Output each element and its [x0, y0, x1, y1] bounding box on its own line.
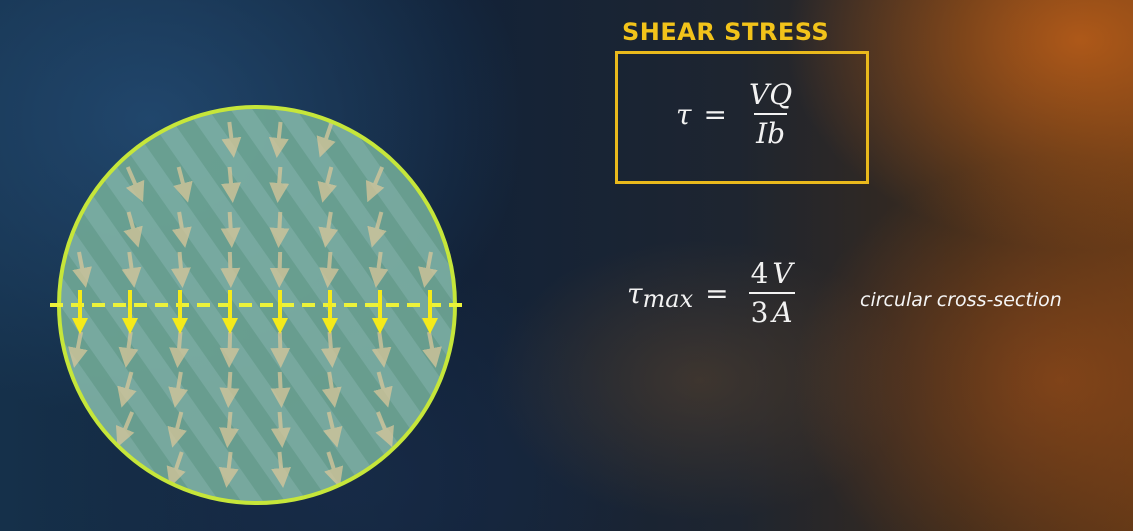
- shear-flow-arrow: [218, 451, 239, 488]
- tau-symbol: τ: [676, 97, 692, 131]
- shear-flow-arrow: [371, 331, 392, 368]
- shear-flow-arrow: [72, 251, 92, 288]
- shear-flow-arrow: [268, 121, 289, 158]
- shear-flow-arrow: [221, 166, 241, 203]
- shear-flow-arrow: [171, 211, 192, 248]
- shear-stress-formula: τ = VQ Ib: [676, 78, 794, 150]
- numerator: VQ: [748, 78, 793, 111]
- shear-flow-arrow: [373, 371, 393, 408]
- shear-flow-arrow: [219, 331, 240, 368]
- cross-section-fill: [59, 107, 455, 503]
- denominator-a: A: [770, 292, 795, 329]
- shear-flow-arrow: [269, 166, 290, 203]
- shear-flow-arrow: [368, 251, 389, 288]
- shear-flow-arrow: [125, 166, 145, 203]
- formula-box: [615, 51, 869, 184]
- shear-flow-arrow: [321, 371, 342, 408]
- fraction-constant: 4 3: [748, 257, 771, 329]
- shear-flow-arrow: [316, 121, 336, 158]
- shear-flow-arrow: [118, 331, 139, 368]
- shear-flow-arrow: [367, 211, 387, 248]
- equals-sign: =: [705, 276, 729, 310]
- shear-flow-arrow: [418, 251, 438, 288]
- shear-flow-arrow: [117, 371, 137, 408]
- shear-flow-arrow: [219, 411, 239, 448]
- shear-flow-arrows: [68, 121, 442, 488]
- shear-flow-arrow: [168, 371, 189, 408]
- max-shear-arrows: [72, 290, 438, 334]
- shear-flow-arrow: [220, 211, 241, 248]
- shear-flow-arrow: [365, 166, 385, 203]
- max-shear-formula: τ max = 4 3 V A: [627, 257, 795, 329]
- fraction: VQ Ib: [747, 78, 794, 150]
- shear-flow-arrow: [269, 211, 290, 248]
- shear-flow-arrow: [169, 331, 190, 368]
- equals-sign: =: [703, 97, 727, 131]
- shear-flow-arrow: [422, 331, 442, 368]
- shear-flow-arrow: [269, 251, 290, 288]
- shear-flow-arrow: [121, 251, 142, 288]
- fraction-pair: 4 3 V A: [748, 257, 795, 329]
- shear-flow-arrow: [320, 331, 341, 368]
- shear-flow-arrow: [375, 411, 394, 448]
- shear-flow-arrow: [317, 166, 337, 203]
- denominator-3: 3: [748, 292, 771, 329]
- tau-symbol: τ: [627, 276, 643, 310]
- shear-flow-arrow: [219, 371, 240, 408]
- shear-flow-arrow: [319, 251, 340, 288]
- shear-flow-arrow: [270, 371, 291, 408]
- shear-flow-arrow: [68, 331, 88, 368]
- numerator-4: 4: [750, 257, 769, 290]
- fraction-variable: V A: [770, 257, 795, 329]
- shear-flow-arrow: [221, 121, 242, 158]
- shear-flow-arrow: [271, 451, 292, 488]
- max-subscript: max: [642, 285, 694, 313]
- shear-flow-arrow: [270, 411, 291, 448]
- shear-flow-arrow: [322, 411, 343, 448]
- shear-flow-arrow: [115, 411, 135, 448]
- shear-flow-arrow: [173, 166, 193, 203]
- shear-flow-arrow: [123, 211, 143, 248]
- cross-section-note: circular cross-section: [860, 289, 1062, 311]
- title: SHEAR STRESS: [622, 18, 830, 46]
- shear-flow-arrow: [270, 331, 291, 368]
- shear-flow-arrow: [318, 211, 339, 248]
- shear-flow-arrow: [324, 451, 344, 488]
- shear-flow-arrow: [167, 411, 187, 448]
- numerator-v: V: [772, 257, 793, 290]
- shear-flow-arrow: [170, 251, 191, 288]
- shear-flow-arrow: [220, 251, 241, 288]
- denominator: Ib: [754, 113, 788, 150]
- shear-flow-arrow: [166, 451, 186, 488]
